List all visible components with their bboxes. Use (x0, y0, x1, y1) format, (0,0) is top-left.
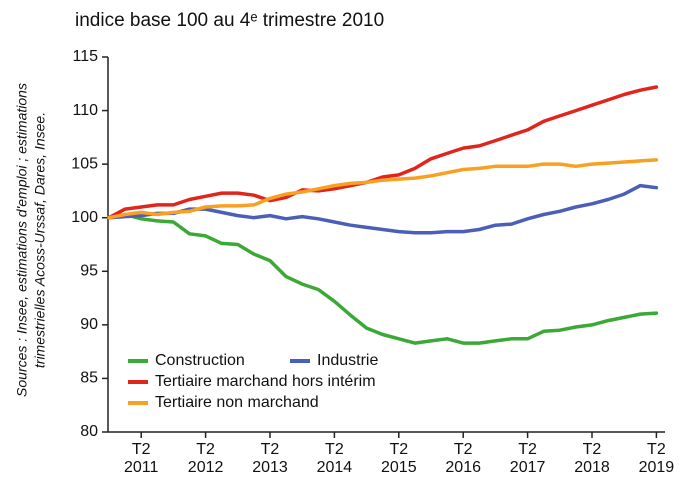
y-tick-label: 95 (80, 263, 98, 280)
source-line: Sources : Insee, estimations d'emploi ; … (14, 83, 30, 397)
y-tick-label: 100 (71, 209, 98, 226)
x-tick-label: T2 2011 (123, 441, 159, 476)
x-tick-label: T2 2013 (252, 441, 288, 476)
y-tick-label: 85 (80, 370, 98, 387)
source-line: trimestrielles Acoss-Urssaf, Dares, Inse… (32, 112, 48, 368)
x-tick-label: T2 2012 (187, 441, 224, 476)
y-tick-label: 115 (72, 48, 98, 65)
x-tick-label: T2 2016 (445, 441, 481, 476)
source-group: Sources : Insee, estimations d'emploi ; … (14, 83, 30, 397)
chart-title: indice base 100 au 4ᵉ trimestre 2010 (75, 10, 384, 31)
y-tick-label: 90 (80, 316, 98, 333)
y-tick-label: 105 (71, 155, 98, 172)
x-tick-label: T2 2019 (638, 441, 675, 476)
y-tick-label: 110 (72, 102, 98, 119)
legend-label: Tertiaire marchand hors intérim (155, 373, 376, 390)
y-tick-label: 80 (80, 423, 98, 440)
legend-label: Industrie (317, 352, 378, 369)
source-group: trimestrielles Acoss-Urssaf, Dares, Inse… (32, 112, 48, 368)
legend-label: Tertiaire non marchand (155, 394, 319, 411)
series-line (107, 212, 659, 345)
x-tick-label: T2 2015 (381, 441, 417, 476)
x-tick-label: T2 2014 (316, 441, 353, 476)
series-line (107, 85, 659, 220)
series-line (107, 158, 659, 220)
x-tick-label: T2 2018 (574, 441, 610, 476)
legend-label: Construction (155, 352, 245, 369)
x-tick-label: T2 2017 (509, 441, 546, 476)
